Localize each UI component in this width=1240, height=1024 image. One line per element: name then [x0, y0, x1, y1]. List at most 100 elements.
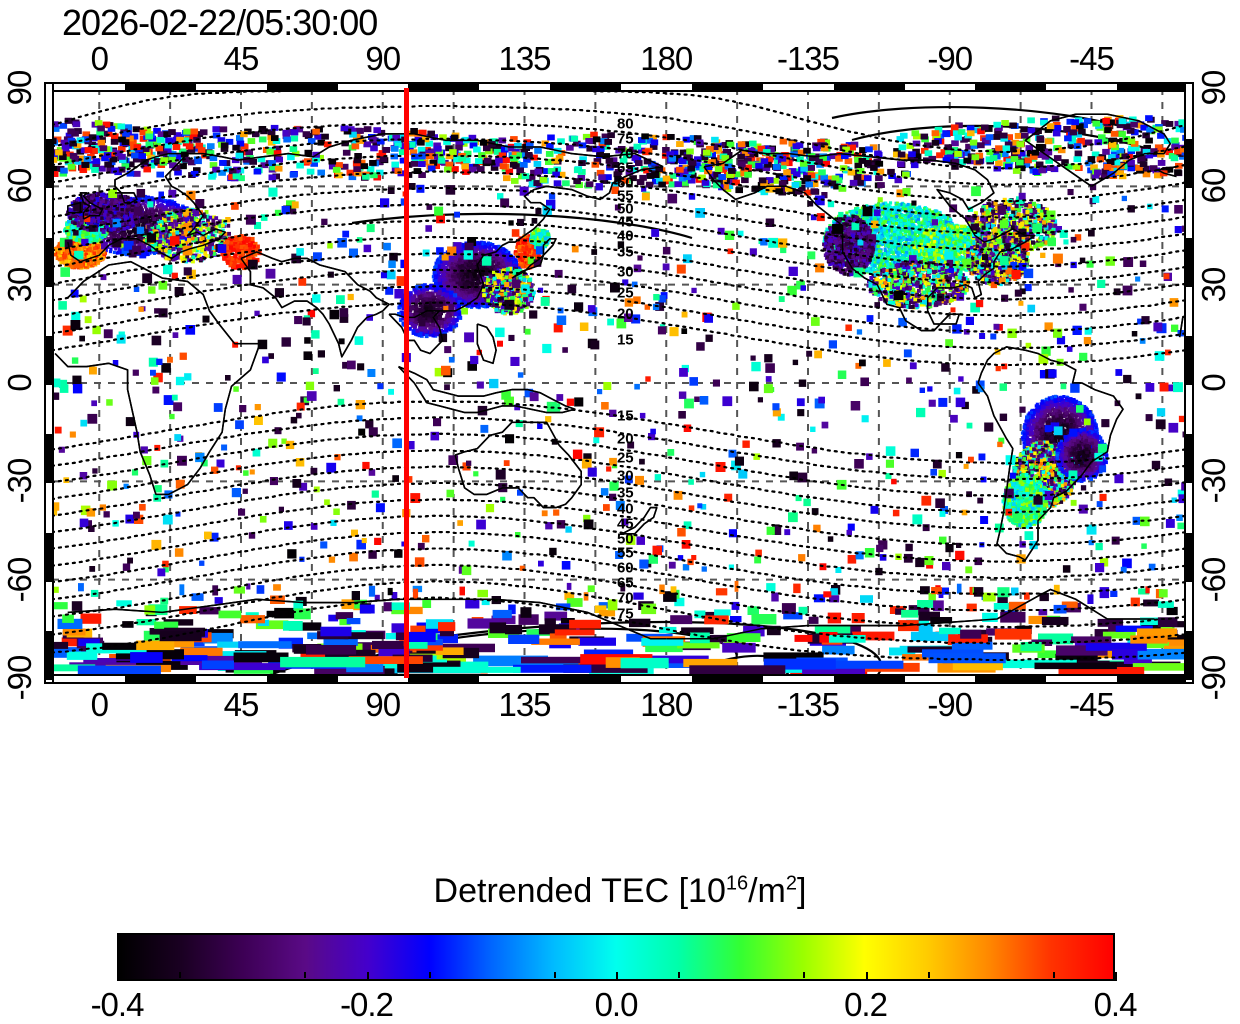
lon-tick-label-top: 45 [224, 40, 260, 78]
colorbar-title: Detrended TEC [1016/m2] [434, 872, 807, 911]
frame-segment [46, 532, 52, 582]
map-canvas [52, 88, 1186, 678]
maglat-label: 20 [617, 306, 634, 323]
lon-tick-label-top: -135 [777, 40, 840, 78]
colorbar-minor-tick [1052, 972, 1055, 978]
lon-tick-label-bottom: 135 [498, 686, 551, 724]
solar-terminator-line [404, 88, 410, 678]
lat-tick-label-left: -90 [1, 656, 39, 701]
frame-segment [1186, 237, 1192, 287]
frame-segment [1186, 630, 1192, 680]
maglat-label: 40 [617, 227, 634, 244]
maglat-label: 75 [617, 130, 634, 147]
map-frame-bottom [52, 674, 1188, 684]
colorbar-tick [366, 972, 369, 981]
lon-tick-label-top: 180 [640, 40, 693, 78]
colorbar-minor-tick [803, 972, 806, 978]
lon-tick-label-bottom: -45 [1069, 686, 1115, 724]
frame-segment [408, 84, 480, 90]
maglat-label: 45 [617, 515, 634, 532]
lat-tick-label-left: 60 [1, 169, 39, 204]
frame-segment [266, 676, 338, 682]
colorbar-tick [117, 972, 119, 981]
colorbar-tick-label: -0.2 [340, 986, 394, 1024]
colorbar-title-main: Detrended TEC [10 [434, 872, 726, 910]
map-plot-area[interactable] [52, 88, 1186, 678]
lon-tick-label-top: -45 [1069, 40, 1115, 78]
frame-segment [1186, 532, 1192, 582]
maglat-label: 25 [617, 284, 634, 301]
lon-tick-label-top: -90 [927, 40, 973, 78]
maglat-label: 20 [617, 430, 634, 447]
lat-tick-label-right: 60 [1195, 169, 1233, 204]
maglat-label: 25 [617, 450, 634, 467]
maglat-label: 35 [617, 484, 634, 501]
maglat-label: 75 [617, 606, 634, 623]
lat-tick-label-right: 90 [1195, 71, 1233, 106]
colorbar-tick-label: 0.4 [1094, 986, 1138, 1024]
lon-tick-label-bottom: 45 [224, 686, 260, 724]
map-svg [52, 88, 1186, 678]
frame-segment [833, 84, 905, 90]
maglat-label: 50 [617, 530, 634, 547]
lat-tick-label-right: 0 [1195, 374, 1233, 391]
magnetic-latitude-contours-overlay [52, 88, 1186, 662]
lat-tick-label-right: 30 [1195, 267, 1233, 302]
frame-segment [1186, 139, 1192, 189]
colorbar-minor-tick [304, 972, 307, 978]
lon-tick-label-bottom: 90 [365, 686, 401, 724]
frame-segment [550, 84, 621, 90]
maglat-label: 65 [617, 574, 634, 591]
frame-segment [46, 237, 52, 287]
coastlines-overlay [54, 113, 1184, 640]
lon-tick-label-bottom: -135 [777, 686, 840, 724]
page-title: 2026-02-22/05:30:00 [62, 2, 378, 44]
maglat-label: 65 [617, 160, 634, 177]
lat-tick-label-right: -90 [1195, 656, 1233, 701]
frame-segment [46, 434, 52, 484]
maglat-label: 50 [617, 201, 634, 218]
lon-tick-label-bottom: -90 [927, 686, 973, 724]
frame-segment [408, 676, 480, 682]
maglat-label: 80 [617, 116, 634, 133]
colorbar-minor-tick [428, 972, 431, 978]
lon-tick-label-top: 135 [498, 40, 551, 78]
frame-segment [124, 676, 196, 682]
lat-tick-label-left: -30 [1, 459, 39, 504]
colorbar-minor-tick [927, 972, 930, 978]
lon-tick-label-bottom: 0 [91, 686, 109, 724]
maglat-label: 30 [617, 263, 634, 280]
maglat-label: 40 [617, 501, 634, 518]
lat-tick-label-left: 0 [1, 374, 39, 391]
maglat-label: 55 [617, 188, 634, 205]
colorbar-tick [1115, 972, 1117, 981]
maglat-label: 15 [617, 407, 634, 424]
lat-tick-label-left: 30 [1, 267, 39, 302]
map-frame-right [1184, 82, 1194, 684]
lat-tick-label-left: 90 [1, 71, 39, 106]
frame-segment [1186, 434, 1192, 484]
maglat-label: 30 [617, 468, 634, 485]
frame-segment [550, 676, 621, 682]
colorbar-tick-label: 0.0 [595, 986, 639, 1024]
maglat-label: 70 [617, 589, 634, 606]
maglat-label: 70 [617, 145, 634, 162]
frame-segment [46, 630, 52, 680]
maglat-label: 55 [617, 545, 634, 562]
lon-tick-label-top: 90 [365, 40, 401, 78]
colorbar-minor-tick [678, 972, 681, 978]
frame-segment [691, 676, 763, 682]
maglat-label: 60 [617, 560, 634, 577]
map-frame-top [52, 82, 1188, 92]
lat-tick-label-right: -60 [1195, 557, 1233, 602]
colorbar-minor-tick [553, 972, 556, 978]
colorbar-title-end: ] [797, 872, 806, 910]
lat-tick-label-left: -60 [1, 557, 39, 602]
colorbar-tick [616, 972, 618, 981]
frame-segment [975, 84, 1047, 90]
colorbar-minor-tick [179, 972, 182, 978]
maglat-label: 35 [617, 243, 634, 260]
frame-segment [46, 335, 52, 385]
frame-segment [46, 139, 52, 189]
